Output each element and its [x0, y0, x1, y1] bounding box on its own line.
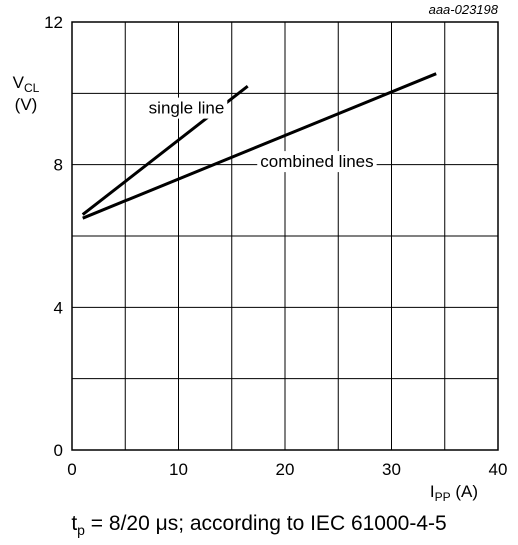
grid: [72, 22, 498, 450]
y-axis-subscript: CL: [24, 81, 40, 95]
x-tick-label: 30: [382, 460, 401, 479]
series-line-1: [82, 72, 437, 220]
y-tick-label: 12: [44, 13, 63, 32]
y-axis-unit: (V): [15, 95, 38, 114]
series-label-background: [145, 97, 228, 119]
tick-labels: 0 10 20 30 40 0 4 8 12: [44, 13, 507, 479]
figure-caption: tp = 8/20 μs; according to IEC 61000-4-5: [0, 512, 518, 538]
caption-subscript: p: [77, 522, 85, 539]
caption-prefix: t: [71, 512, 78, 535]
x-tick-label: 0: [67, 460, 76, 479]
chart: single line combined lines 0 10 20 30 40 0 4 8 12…: [13, 2, 508, 504]
series-label-background: [257, 151, 377, 173]
x-tick-label: 20: [276, 460, 295, 479]
figure-id: aaa-023198: [429, 2, 499, 17]
x-axis-label: IPP (A): [430, 482, 478, 504]
series-label: single line: [149, 99, 225, 118]
y-axis-symbol: V: [13, 73, 25, 92]
y-tick-label: 0: [54, 441, 63, 460]
x-axis-subscript: PP: [435, 490, 451, 504]
x-axis-symbol: I: [430, 482, 435, 501]
plot-frame: [71, 21, 499, 451]
series-label: combined lines: [260, 152, 373, 171]
x-tick-label: 10: [169, 460, 188, 479]
series-layer: single line combined lines: [81, 72, 437, 220]
x-tick-label: 40: [489, 460, 508, 479]
y-axis-label: VCL: [13, 73, 40, 95]
y-tick-label: 8: [54, 156, 63, 175]
x-axis-unit: (A): [451, 482, 478, 501]
y-tick-label: 4: [54, 298, 63, 317]
caption-text: = 8/20 μs; according to IEC 61000-4-5: [84, 512, 447, 535]
